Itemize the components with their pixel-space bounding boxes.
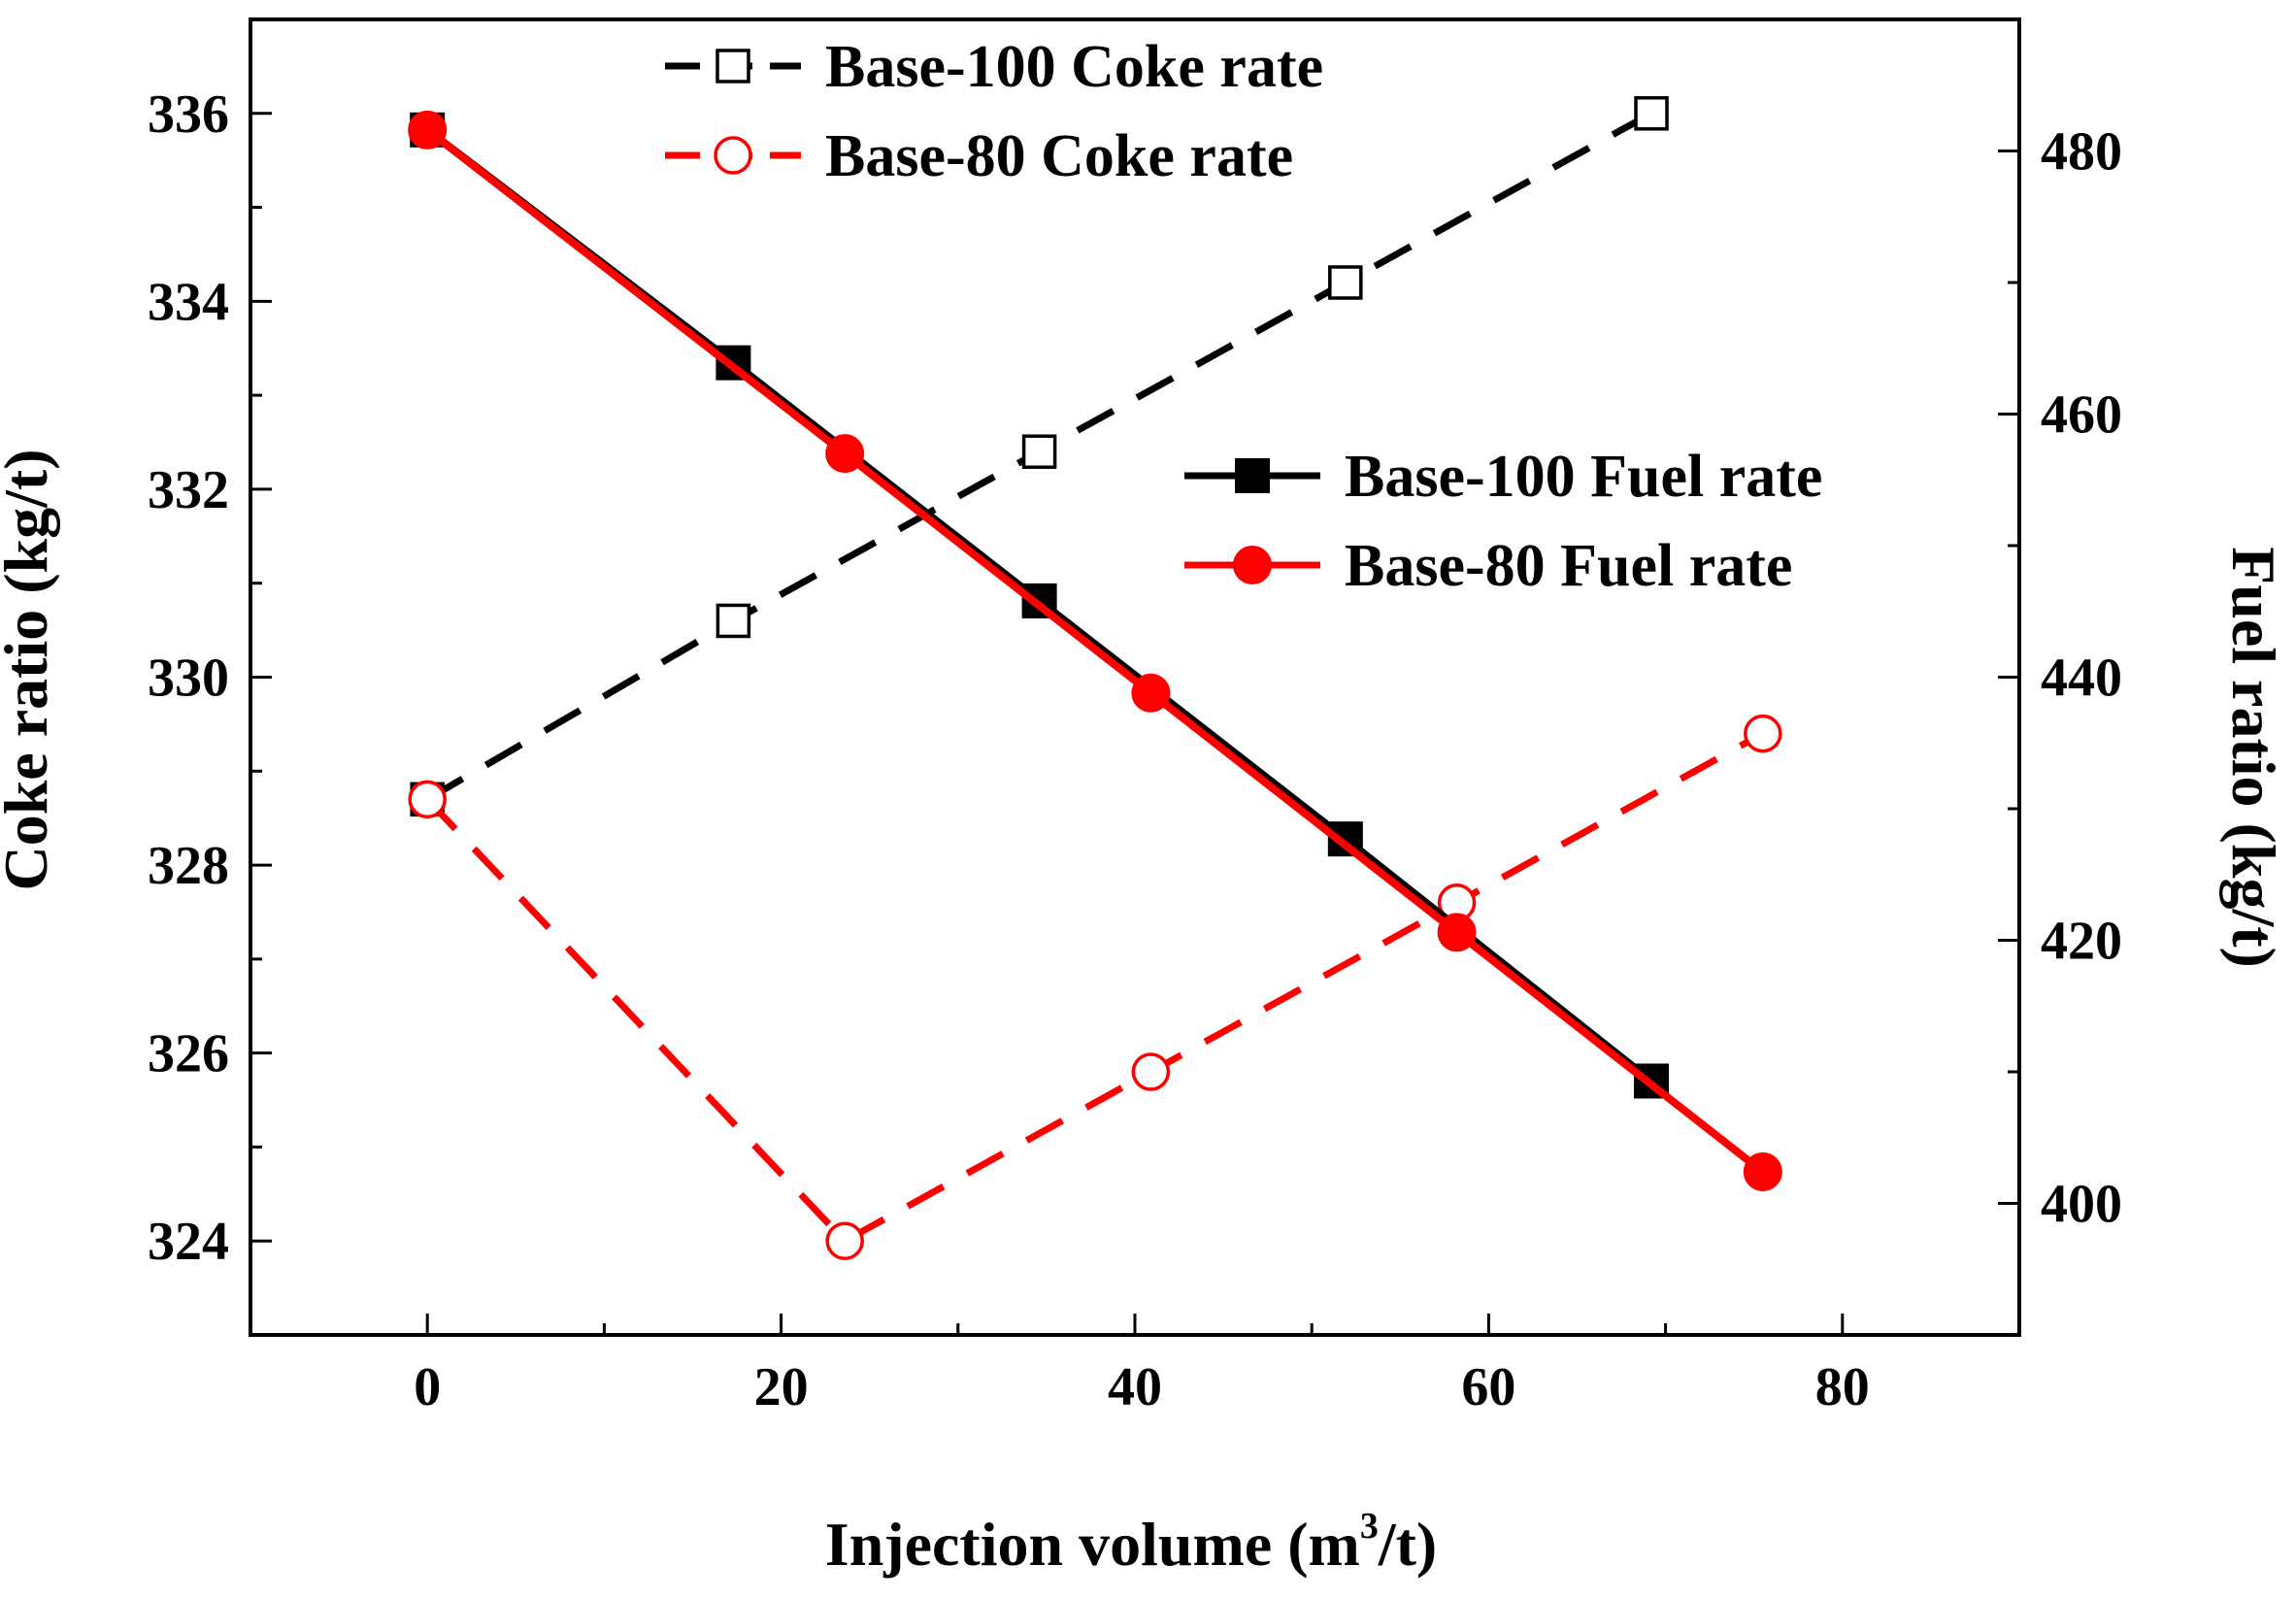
x-axis-title-prefix: Injection volume (m <box>825 1510 1360 1579</box>
legend-top: Base-100 Coke rate Base-80 Coke rate <box>665 34 1323 189</box>
x-tick-label: 60 <box>1461 1357 1515 1417</box>
y-axis-left: 324 326 328 330 332 334 336 <box>148 17 272 1337</box>
y-axis-right-title: Fuel ratio (kg/t) <box>2219 547 2288 968</box>
legend-label: Base-100 Coke rate <box>825 34 1323 100</box>
legend-item: Base-80 Fuel rate <box>1184 533 1792 599</box>
data-point <box>1131 673 1171 713</box>
data-point <box>1021 434 1057 469</box>
y-right-tick-label: 400 <box>2041 1175 2122 1235</box>
y-right-tick-label: 460 <box>2041 385 2122 446</box>
legend-item: Base-80 Coke rate <box>665 123 1293 189</box>
legend-swatch-marker <box>1235 458 1270 493</box>
data-point <box>1634 96 1669 131</box>
data-point <box>1744 714 1782 753</box>
data-point <box>408 110 448 150</box>
legend-swatch-marker <box>714 136 752 175</box>
y-left-tick-label: 326 <box>148 1024 229 1084</box>
y-left-tick-label: 324 <box>148 1212 229 1272</box>
series-base-80-coke-rate <box>408 714 1782 1260</box>
x-axis-title-superscript: 3 <box>1360 1506 1379 1547</box>
y-right-tick-label: 480 <box>2041 122 2122 183</box>
legend-swatch-marker <box>1233 546 1272 584</box>
data-point <box>825 434 865 474</box>
legend-label: Base-80 Coke rate <box>825 123 1293 189</box>
legend-mid: Base-100 Fuel rate Base-80 Fuel rate <box>1184 444 1822 599</box>
x-tick-label: 20 <box>754 1357 809 1417</box>
y-left-tick-label: 336 <box>148 84 229 145</box>
y-left-tick-label: 334 <box>148 272 229 332</box>
data-point <box>1131 1052 1171 1091</box>
x-tick-label: 80 <box>1815 1357 1870 1417</box>
y-left-tick-label: 328 <box>148 836 229 896</box>
legend-item: Base-100 Fuel rate <box>1184 444 1822 510</box>
data-point <box>715 603 751 639</box>
x-axis: 0 20 40 60 80 <box>249 1314 2021 1417</box>
y-right-tick-label: 420 <box>2041 912 2122 972</box>
series-base-80-fuel-rate <box>408 110 1782 1191</box>
x-tick-label: 40 <box>1108 1357 1162 1417</box>
x-tick-label: 0 <box>414 1357 441 1417</box>
legend-item: Base-100 Coke rate <box>665 34 1323 100</box>
series-line <box>424 730 1765 1246</box>
legend-label: Base-80 Fuel rate <box>1345 533 1792 599</box>
x-axis-title-suffix: /t) <box>1378 1510 1437 1579</box>
y-left-tick-label: 330 <box>148 649 229 709</box>
series-layer <box>408 96 1782 1260</box>
y-axis-left-title: Coke ratio (kg/t) <box>0 449 60 890</box>
data-point <box>408 780 447 819</box>
x-axis-title: Injection volume (m3/t) <box>825 1506 1437 1579</box>
data-point <box>1437 913 1477 952</box>
legend-swatch-marker <box>715 49 750 83</box>
legend-label: Base-100 Fuel rate <box>1345 444 1822 510</box>
data-point <box>1743 1151 1782 1191</box>
data-point <box>825 1221 864 1260</box>
y-left-tick-label: 332 <box>148 460 229 520</box>
data-point <box>1328 265 1363 300</box>
y-right-tick-label: 440 <box>2041 649 2122 709</box>
y-axis-right: 400 420 440 460 480 <box>1998 17 2122 1337</box>
